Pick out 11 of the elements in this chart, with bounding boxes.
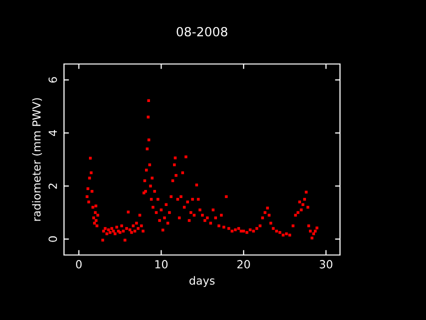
y-tick-label: 2 (48, 184, 57, 189)
y-tick-label: 0 (48, 236, 57, 242)
chart-title: 08-2008 (176, 26, 228, 36)
y-tick-label: 6 (48, 77, 57, 83)
x-tick-label: 20 (237, 260, 250, 268)
y-axis-title: radiometer (mm PWV) (32, 98, 42, 221)
x-axis-title: days (190, 276, 215, 287)
x-tick-label: 10 (155, 260, 168, 268)
y-tick-label: 4 (48, 130, 57, 136)
x-tick-label: 30 (320, 260, 332, 268)
x-tick-label: 0 (76, 260, 82, 268)
